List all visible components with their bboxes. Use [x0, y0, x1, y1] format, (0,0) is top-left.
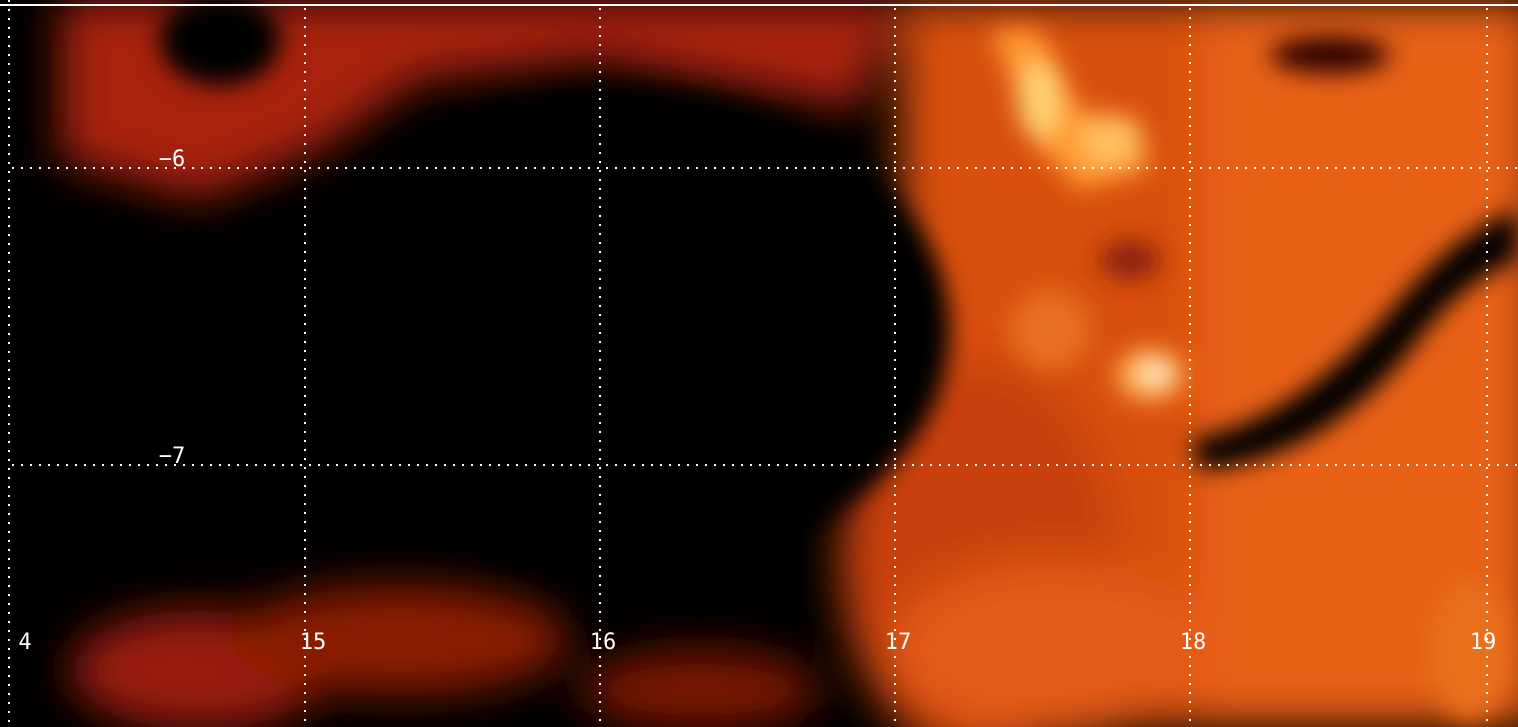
x-label: 18	[1180, 630, 1207, 655]
x-label: 16	[590, 630, 617, 655]
x-label: 4	[18, 630, 31, 655]
y-label: −6	[159, 147, 186, 172]
x-label: 17	[885, 630, 912, 655]
x-label: 19	[1470, 630, 1497, 655]
x-label: 15	[300, 630, 327, 655]
y-label: −7	[159, 444, 186, 469]
sky-image: 4 15 16 17 18 19 −6 −7	[0, 0, 1518, 727]
